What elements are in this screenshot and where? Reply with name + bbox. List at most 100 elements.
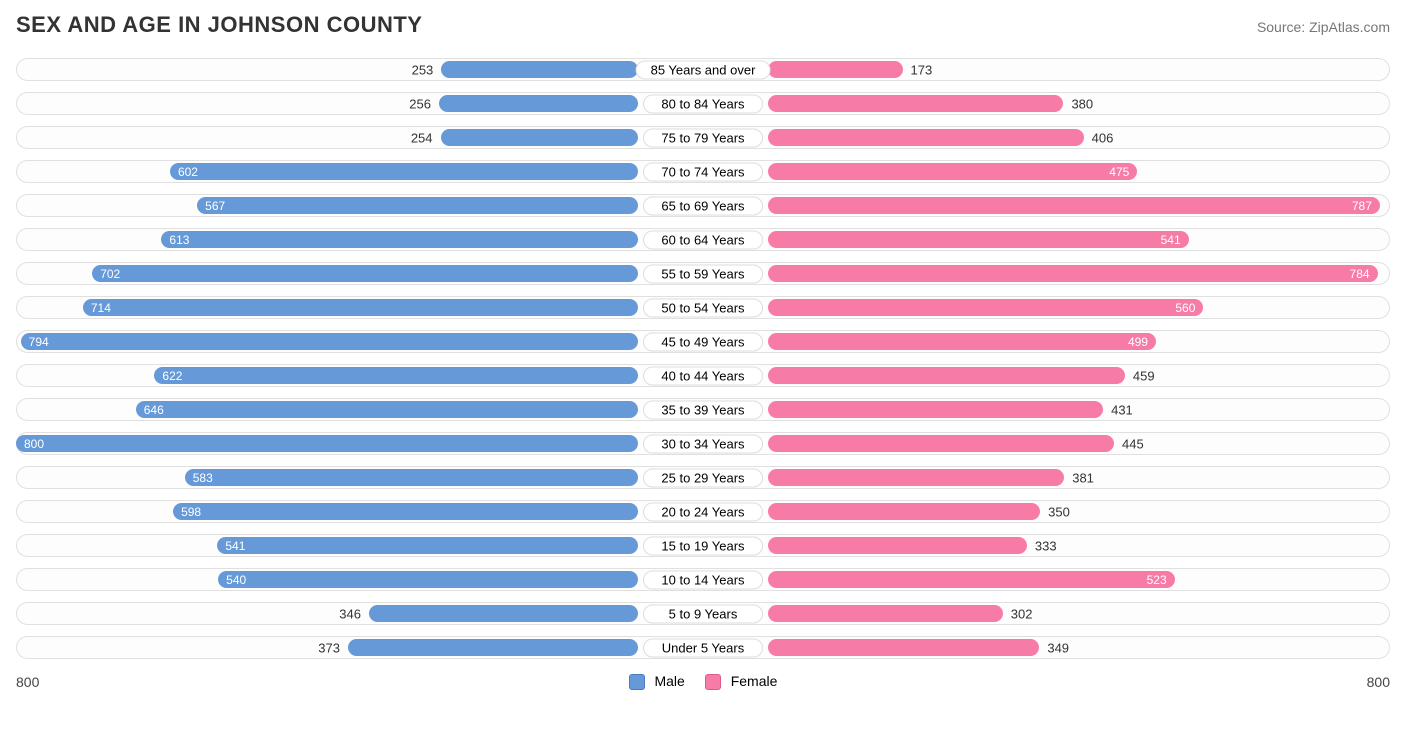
chart-row: 25440675 to 79 Years — [16, 126, 1390, 149]
female-bar: 787 — [768, 197, 1380, 214]
male-bar: 800 — [16, 435, 638, 452]
age-group-label: 15 to 19 Years — [643, 536, 763, 555]
male-bar: 602 — [170, 163, 638, 180]
chart-row: 602 475 70 to 74 Years — [16, 160, 1390, 183]
chart-row: 540 523 10 to 14 Years — [16, 568, 1390, 591]
age-group-label: 20 to 24 Years — [643, 502, 763, 521]
legend-female-label: Female — [731, 673, 778, 689]
female-bar: 560 — [768, 299, 1203, 316]
age-group-label: 75 to 79 Years — [643, 128, 763, 147]
female-bar — [768, 129, 1084, 146]
male-bar — [348, 639, 638, 656]
chart-source: Source: ZipAtlas.com — [1257, 19, 1390, 35]
chart-row: 598 350 20 to 24 Years — [16, 500, 1390, 523]
female-value: 499 — [1128, 335, 1148, 349]
male-value: 583 — [193, 471, 213, 485]
female-swatch-icon — [705, 674, 721, 690]
female-bar — [768, 435, 1114, 452]
female-value: 350 — [1048, 504, 1070, 519]
chart-row: 613 541 60 to 64 Years — [16, 228, 1390, 251]
female-bar: 475 — [768, 163, 1137, 180]
axis-max-left: 800 — [16, 674, 39, 690]
male-value: 714 — [91, 301, 111, 315]
female-value: 445 — [1122, 436, 1144, 451]
male-value: 613 — [169, 233, 189, 247]
male-bar — [369, 605, 638, 622]
male-bar: 613 — [161, 231, 638, 248]
chart-legend: Male Female — [629, 673, 778, 690]
age-group-label: 70 to 74 Years — [643, 162, 763, 181]
male-bar — [441, 61, 638, 78]
female-bar: 541 — [768, 231, 1189, 248]
chart-title: SEX AND AGE IN JOHNSON COUNTY — [16, 12, 422, 38]
age-group-label: 10 to 14 Years — [643, 570, 763, 589]
female-value: 173 — [911, 62, 933, 77]
legend-male-label: Male — [654, 673, 684, 689]
male-value: 602 — [178, 165, 198, 179]
male-bar: 567 — [197, 197, 638, 214]
female-bar — [768, 401, 1103, 418]
male-value: 622 — [162, 369, 182, 383]
female-value: 541 — [1161, 233, 1181, 247]
age-group-label: 5 to 9 Years — [643, 604, 763, 623]
female-bar: 523 — [768, 571, 1175, 588]
age-group-label: 85 Years and over — [636, 60, 771, 79]
male-bar: 622 — [154, 367, 638, 384]
female-value: 431 — [1111, 402, 1133, 417]
chart-row: 800 445 30 to 34 Years — [16, 432, 1390, 455]
male-value: 256 — [409, 96, 431, 111]
age-group-label: 40 to 44 Years — [643, 366, 763, 385]
male-value: 253 — [412, 62, 434, 77]
chart-row: 62245940 to 44 Years — [16, 364, 1390, 387]
male-swatch-icon — [629, 674, 645, 690]
male-value: 567 — [205, 199, 225, 213]
female-bar — [768, 605, 1003, 622]
age-group-label: 55 to 59 Years — [643, 264, 763, 283]
female-value: 380 — [1071, 96, 1093, 111]
female-bar: 499 — [768, 333, 1156, 350]
age-group-label: 35 to 39 Years — [643, 400, 763, 419]
chart-row: 253 173 85 Years and over — [16, 58, 1390, 81]
chart-row: 714 560 50 to 54 Years — [16, 296, 1390, 319]
male-bar: 598 — [173, 503, 638, 520]
female-value: 784 — [1350, 267, 1370, 281]
age-group-label: Under 5 Years — [643, 638, 763, 657]
male-bar: 583 — [185, 469, 638, 486]
female-bar — [768, 95, 1063, 112]
female-bar — [768, 503, 1040, 520]
female-bar — [768, 537, 1027, 554]
male-value: 541 — [225, 539, 245, 553]
legend-female: Female — [705, 673, 778, 690]
male-bar: 540 — [218, 571, 638, 588]
age-group-label: 80 to 84 Years — [643, 94, 763, 113]
age-group-label: 30 to 34 Years — [643, 434, 763, 453]
male-value: 800 — [24, 437, 44, 451]
chart-row: 541 333 15 to 19 Years — [16, 534, 1390, 557]
male-bar: 794 — [21, 333, 638, 350]
chart-row: 79449945 to 49 Years — [16, 330, 1390, 353]
age-group-label: 50 to 54 Years — [643, 298, 763, 317]
female-bar — [768, 367, 1125, 384]
female-bar: 784 — [768, 265, 1378, 282]
female-bar — [768, 639, 1039, 656]
chart-row: 70278455 to 59 Years — [16, 262, 1390, 285]
female-bar — [768, 61, 903, 78]
chart-footer: 800 Male Female 800 — [16, 673, 1390, 690]
chart-row: 58338125 to 29 Years — [16, 466, 1390, 489]
chart-row: 256 380 80 to 84 Years — [16, 92, 1390, 115]
male-bar: 541 — [217, 537, 638, 554]
male-value: 254 — [411, 130, 433, 145]
female-value: 349 — [1047, 640, 1069, 655]
chart-row: 56778765 to 69 Years — [16, 194, 1390, 217]
female-value: 560 — [1175, 301, 1195, 315]
female-value: 333 — [1035, 538, 1057, 553]
female-bar — [768, 469, 1064, 486]
chart-row: 373349Under 5 Years — [16, 636, 1390, 659]
male-value: 598 — [181, 505, 201, 519]
age-group-label: 60 to 64 Years — [643, 230, 763, 249]
legend-male: Male — [629, 673, 685, 690]
male-value: 794 — [29, 335, 49, 349]
female-value: 381 — [1072, 470, 1094, 485]
male-bar — [439, 95, 638, 112]
male-value: 646 — [144, 403, 164, 417]
